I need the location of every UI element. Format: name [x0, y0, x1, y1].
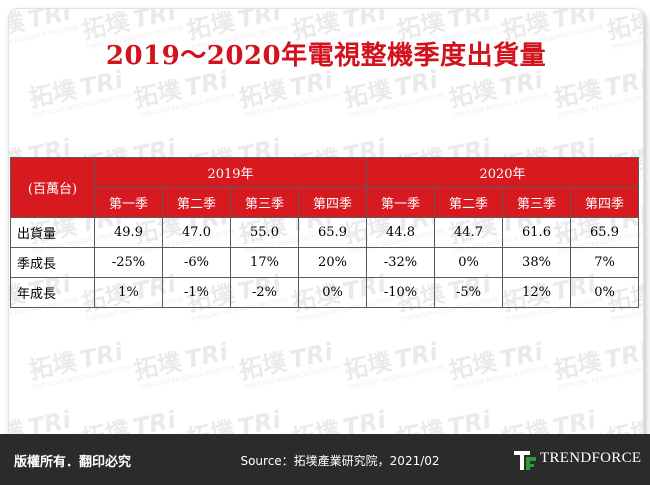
quarter-header: 第二季 [162, 187, 231, 218]
copyright-notice: 版權所有．翻印必究 [14, 455, 132, 470]
table-cell: 0% [298, 277, 367, 308]
source-text: Source：拓墣產業研究院，2021/02 [240, 454, 440, 468]
table-cell: 61.6 [502, 217, 571, 248]
table-cell: 65.9 [298, 217, 367, 248]
table-cell: -32% [366, 247, 435, 278]
table-cell: -1% [162, 277, 231, 308]
quarter-header: 第四季 [570, 187, 639, 218]
table-cell: 7% [570, 247, 639, 278]
brand-name: TRENDFORCE [540, 450, 642, 466]
row-label: 年成長 [10, 277, 95, 308]
table-cell: 44.8 [366, 217, 435, 248]
table-cell: -2% [230, 277, 299, 308]
table-cell: 55.0 [230, 217, 299, 248]
source-note: Source：拓墣產業研究院，2021/02 [0, 452, 650, 469]
shipment-table: (百萬台) 2019年 2020年 第一季 第二季 第三季 第四季 第一季 第二… [10, 157, 639, 308]
table-cell: 17% [230, 247, 299, 278]
table-row: 季成長 -25% -6% 17% 20% -32% 0% 38% 7% [10, 247, 639, 278]
row-label: 出貨量 [10, 217, 95, 248]
table-cell: 44.7 [434, 217, 503, 248]
table-row: 年成長 1% -1% -2% 0% -10% -5% 12% 0% [10, 277, 639, 308]
table-cell: 49.9 [94, 217, 163, 248]
quarter-header: 第四季 [298, 187, 367, 218]
footer-bar: 版權所有．翻印必究 Source：拓墣產業研究院，2021/02 TRENDFO… [0, 434, 650, 485]
table-cell: 20% [298, 247, 367, 278]
year-header-2019: 2019年 [94, 157, 367, 188]
table-cell: 38% [502, 247, 571, 278]
table-cell: 65.9 [570, 217, 639, 248]
quarter-header: 第二季 [434, 187, 503, 218]
unit-header: (百萬台) [10, 157, 95, 218]
table-cell: -5% [434, 277, 503, 308]
page-title: 2019～2020年電視整機季度出貨量 [105, 41, 547, 71]
year-header-2020: 2020年 [366, 157, 639, 188]
trendforce-logo: TRENDFORCE [512, 448, 641, 472]
table-cell: 0% [434, 247, 503, 278]
table-cell: 12% [502, 277, 571, 308]
table-row: 出貨量 49.9 47.0 55.0 65.9 44.8 44.7 61.6 6… [10, 217, 639, 248]
table-cell: 47.0 [162, 217, 231, 248]
trendforce-mark-icon [514, 451, 536, 470]
table-cell: 0% [570, 277, 639, 308]
table-cell: -10% [366, 277, 435, 308]
quarter-header: 第三季 [230, 187, 299, 218]
table-cell: -25% [94, 247, 163, 278]
quarter-header: 第一季 [94, 187, 163, 218]
quarter-header: 第三季 [502, 187, 571, 218]
table-cell: 1% [94, 277, 163, 308]
row-label: 季成長 [10, 247, 95, 278]
quarter-header: 第一季 [366, 187, 435, 218]
table-cell: -6% [162, 247, 231, 278]
